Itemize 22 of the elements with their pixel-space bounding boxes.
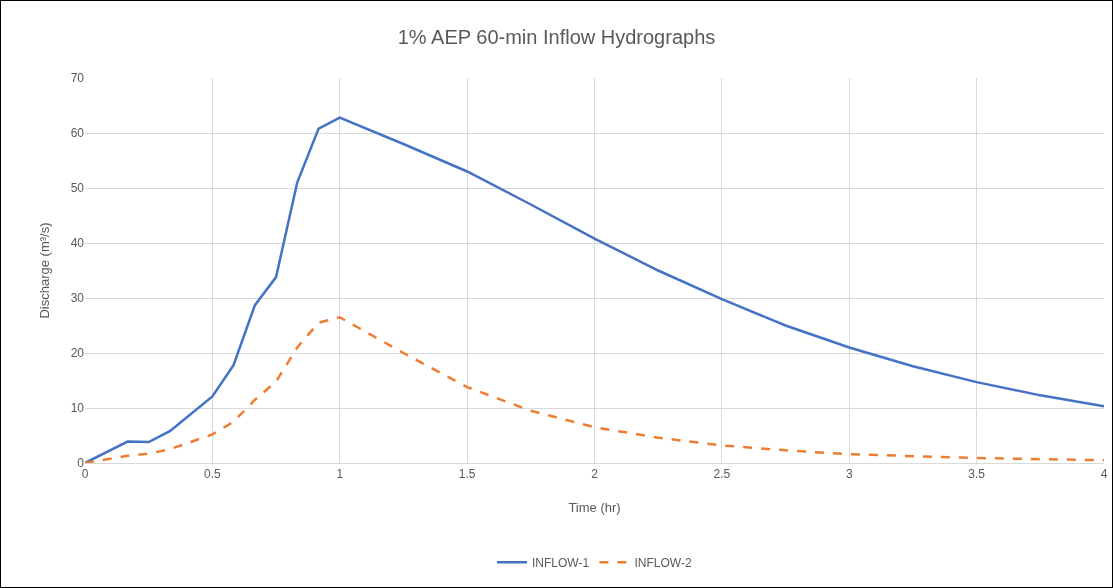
x-tick-label: 2 (591, 467, 599, 482)
x-tick-label: 3.5 (968, 467, 986, 482)
x-tick-label: 3 (845, 467, 853, 482)
y-tick-label: 10 (70, 401, 85, 416)
x-axis-title: Time (hr) (568, 500, 621, 515)
legend-label: INFLOW-2 (634, 555, 692, 570)
y-tick-label: 50 (70, 181, 85, 196)
x-tick-label: 1 (336, 467, 344, 482)
x-tick-label: 2.5 (713, 467, 731, 482)
line-series (85, 316, 1104, 463)
x-tick-label: 4 (1100, 467, 1108, 482)
y-tick-label: 40 (70, 236, 85, 251)
y-tick-label: 30 (70, 291, 85, 306)
chart-title: 1% AEP 60-min Inflow Hydrographs (397, 26, 716, 49)
x-tick-label: 1.5 (458, 467, 476, 482)
x-tick-label: 0.5 (204, 467, 222, 482)
y-tick-label: 70 (70, 71, 85, 86)
y-tick-label: 20 (70, 346, 85, 361)
y-axis-title: Discharge (m³/s) (37, 222, 52, 319)
line-series (85, 116, 1104, 463)
y-tick-label: 60 (70, 126, 85, 141)
legend-label: INFLOW-1 (532, 555, 590, 570)
